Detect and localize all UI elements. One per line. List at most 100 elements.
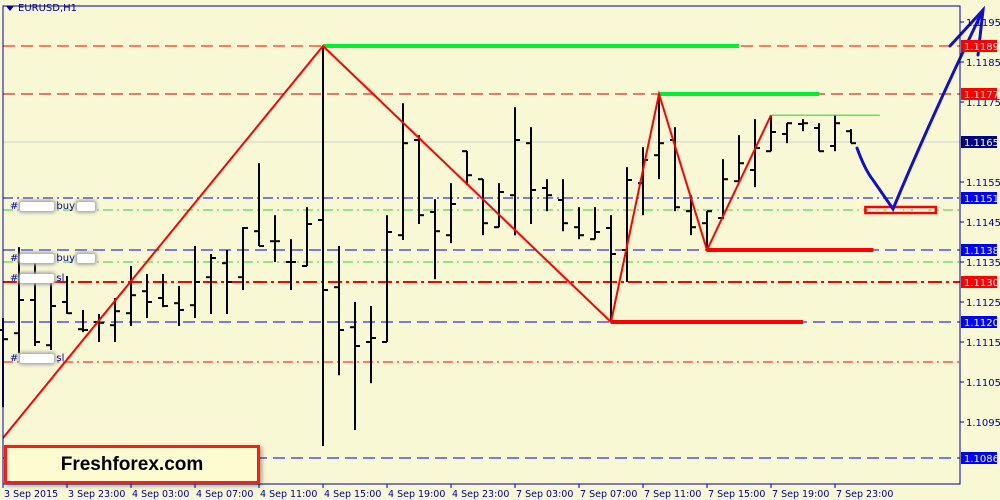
forecast-path: [855, 8, 985, 213]
trade-label-buy[interactable]: # buy: [10, 252, 97, 264]
trade-prefix: #: [10, 252, 19, 264]
redacted-ticket: [20, 273, 55, 283]
price-badge-label: 1.1165: [964, 138, 999, 149]
ohlc-bar: [510, 107, 520, 236]
price-tick-label: 1.1135: [966, 258, 1000, 269]
time-tick-label: 3 Sep 23:00: [68, 489, 125, 500]
ohlc-bar: [446, 183, 456, 244]
ohlc-bar: [110, 298, 120, 342]
ohlc-bar: [78, 310, 88, 332]
trade-prefix: #: [10, 200, 19, 212]
ohlc-bar: [590, 207, 600, 241]
ohlc-bar: [574, 207, 584, 240]
ohlc-bar: [558, 179, 568, 232]
ohlc-bar: [462, 150, 472, 186]
forecast-arrow: [855, 5, 985, 213]
ohlc-bar: [782, 122, 792, 144]
ohlc-bar: [494, 183, 504, 229]
ohlc-bar: [174, 286, 184, 326]
time-tick-label: 4 Sep 15:00: [324, 489, 381, 500]
ohlc-bar: [0, 318, 8, 408]
price-tick-label: 1.1195: [966, 18, 1000, 29]
price-tick-label: 1.1105: [966, 378, 1000, 389]
time-tick-label: 7 Sep 23:00: [836, 489, 893, 500]
price-badge-label: 1.1138: [964, 246, 999, 257]
trade-prefix: #: [10, 272, 19, 284]
time-tick-label: 7 Sep 07:00: [580, 489, 637, 500]
price-badge: [961, 276, 997, 288]
price-tick-label: 1.1155: [966, 178, 1000, 189]
ohlc-bar: [750, 119, 760, 188]
ohlc-bars: [0, 46, 856, 446]
ohlc-bar: [206, 254, 216, 314]
ohlc-bar: [158, 274, 168, 308]
time-tick-label: 7 Sep 15:00: [708, 489, 765, 500]
time-tick-label: 7 Sep 03:00: [516, 489, 573, 500]
price-badge: [961, 192, 997, 204]
ohlc-bar: [190, 246, 200, 318]
ohlc-bar: [478, 178, 488, 236]
ohlc-bar: [94, 314, 104, 342]
ohlc-bar: [46, 278, 56, 350]
ohlc-bar: [702, 210, 712, 250]
time-tick-label: 4 Sep 19:00: [388, 489, 445, 500]
price-tick-label: 1.1175: [966, 98, 1000, 109]
ohlc-bar: [398, 103, 408, 240]
ohlc-bar: [430, 199, 440, 280]
ohlc-bar: [414, 135, 424, 224]
price-badge: [961, 40, 997, 52]
price-badge-label: 1.1120: [964, 318, 999, 329]
ohlc-bar: [334, 246, 344, 376]
ohlc-bar: [606, 215, 616, 322]
symbol-label[interactable]: EURUSD,H1: [6, 3, 77, 14]
price-tick-label: 1.1095: [966, 418, 1000, 429]
price-badge-label: 1.1130: [964, 278, 999, 289]
ohlc-bar: [302, 207, 312, 267]
trade-label-buy[interactable]: # buy: [10, 200, 97, 212]
time-tick-label: 7 Sep 11:00: [644, 489, 701, 500]
time-tick-label: 7 Sep 19:00: [772, 489, 829, 500]
price-badge-label: 1.1086: [964, 454, 999, 465]
ohlc-bar: [526, 127, 536, 224]
trade-label-sl[interactable]: # sl: [10, 352, 64, 364]
price-badge-label: 1.1151: [964, 194, 999, 205]
trade-type: buy: [56, 200, 75, 212]
dropdown-triangle-icon[interactable]: [6, 6, 14, 11]
chart-frame: [2, 5, 961, 485]
redacted-ticket: [20, 253, 55, 263]
trade-type: sl: [56, 272, 65, 284]
ohlc-bar: [830, 115, 840, 152]
redacted-ticket: [20, 201, 55, 211]
time-tick-label: 4 Sep 07:00: [196, 489, 253, 500]
price-badge-label: 1.1189: [964, 42, 999, 53]
ohlc-bar: [126, 266, 136, 326]
price-badge: [961, 316, 997, 328]
price-tick-label: 1.1115: [966, 338, 1000, 349]
ohlc-bar: [542, 179, 552, 212]
price-badge: [961, 136, 997, 148]
zigzag-line: [2, 44, 772, 439]
time-tick-label: 4 Sep 23:00: [452, 489, 509, 500]
ohlc-bar: [142, 274, 152, 318]
price-tick-label: 1.1125: [966, 298, 1000, 309]
drawn-marks: [323, 44, 938, 324]
zigzag: [2, 44, 772, 439]
trade-label-sl[interactable]: # sl: [10, 272, 64, 284]
ohlc-bar: [254, 163, 264, 247]
ohlc-bar: [382, 215, 392, 343]
ohlc-bar: [654, 94, 664, 180]
redacted-lots: [77, 201, 95, 211]
price-axis: 1.11951.11851.11751.11551.11451.11351.11…: [959, 6, 1000, 484]
trade-prefix: #: [10, 352, 19, 364]
ohlc-bar: [350, 302, 360, 430]
ohlc-bar: [670, 127, 680, 212]
ohlc-bar: [366, 306, 376, 384]
ohlc-bar: [318, 46, 328, 446]
support-box: [864, 205, 938, 215]
ohlc-bar: [766, 115, 776, 153]
symbol-text: EURUSD,H1: [18, 3, 78, 14]
ohlc-bar: [270, 215, 280, 262]
time-tick-label: 4 Sep 11:00: [260, 489, 317, 500]
ohlc-bar: [286, 239, 296, 290]
